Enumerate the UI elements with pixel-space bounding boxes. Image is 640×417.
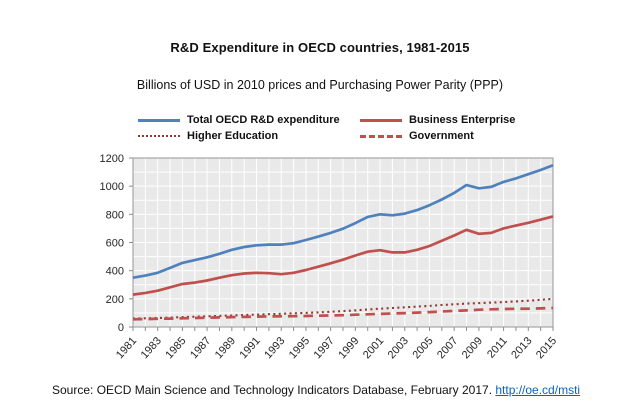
svg-text:1997: 1997 (312, 335, 337, 361)
source-note: Source: OECD Main Science and Technology… (52, 383, 580, 397)
legend-line-swatch-government (360, 134, 402, 138)
legend-item-business-enterprise: Business Enterprise (360, 114, 515, 126)
chart-legend: Total OECD R&D expenditure Business Ente… (138, 114, 515, 142)
svg-text:200: 200 (106, 294, 124, 306)
svg-text:2007: 2007 (435, 335, 460, 361)
legend-label: Government (409, 130, 474, 142)
legend-line-swatch-higher-education (138, 135, 180, 137)
svg-text:2005: 2005 (410, 335, 435, 361)
svg-text:1993: 1993 (262, 335, 287, 361)
chart-title: R&D Expenditure in OECD countries, 1981-… (170, 40, 470, 55)
legend-item-higher-education: Higher Education (138, 130, 360, 142)
svg-text:2011: 2011 (485, 335, 510, 361)
source-link[interactable]: http://oe.cd/msti (495, 383, 581, 397)
legend-label: Business Enterprise (409, 114, 516, 126)
legend-label: Higher Education (187, 130, 279, 142)
legend-item-government: Government (360, 130, 515, 142)
svg-text:2001: 2001 (361, 335, 386, 361)
svg-text:1000: 1000 (100, 181, 124, 193)
svg-text:1995: 1995 (287, 335, 312, 361)
svg-text:400: 400 (106, 266, 124, 278)
svg-text:2009: 2009 (460, 335, 485, 361)
svg-text:1981: 1981 (114, 335, 139, 361)
svg-text:1999: 1999 (336, 335, 361, 361)
svg-text:1985: 1985 (163, 335, 188, 361)
svg-text:1991: 1991 (237, 335, 262, 361)
svg-text:600: 600 (106, 238, 124, 250)
legend-label: Total OECD R&D expenditure (187, 114, 340, 126)
legend-line-swatch-business-enterprise (360, 118, 402, 122)
chart-subtitle: Billions of USD in 2010 prices and Purch… (136, 78, 504, 92)
legend-item-total-oecd: Total OECD R&D expenditure (138, 114, 360, 126)
svg-text:800: 800 (106, 209, 124, 221)
svg-text:1987: 1987 (188, 335, 213, 361)
svg-text:2003: 2003 (386, 335, 411, 361)
source-text: Source: OECD Main Science and Technology… (52, 383, 496, 397)
svg-text:2013: 2013 (509, 335, 534, 361)
svg-text:2015: 2015 (534, 335, 559, 361)
svg-text:1983: 1983 (139, 335, 164, 361)
svg-text:0: 0 (118, 322, 124, 334)
svg-text:1989: 1989 (213, 335, 238, 361)
legend-line-swatch-total-oecd (138, 118, 180, 122)
svg-text:1200: 1200 (100, 153, 124, 165)
